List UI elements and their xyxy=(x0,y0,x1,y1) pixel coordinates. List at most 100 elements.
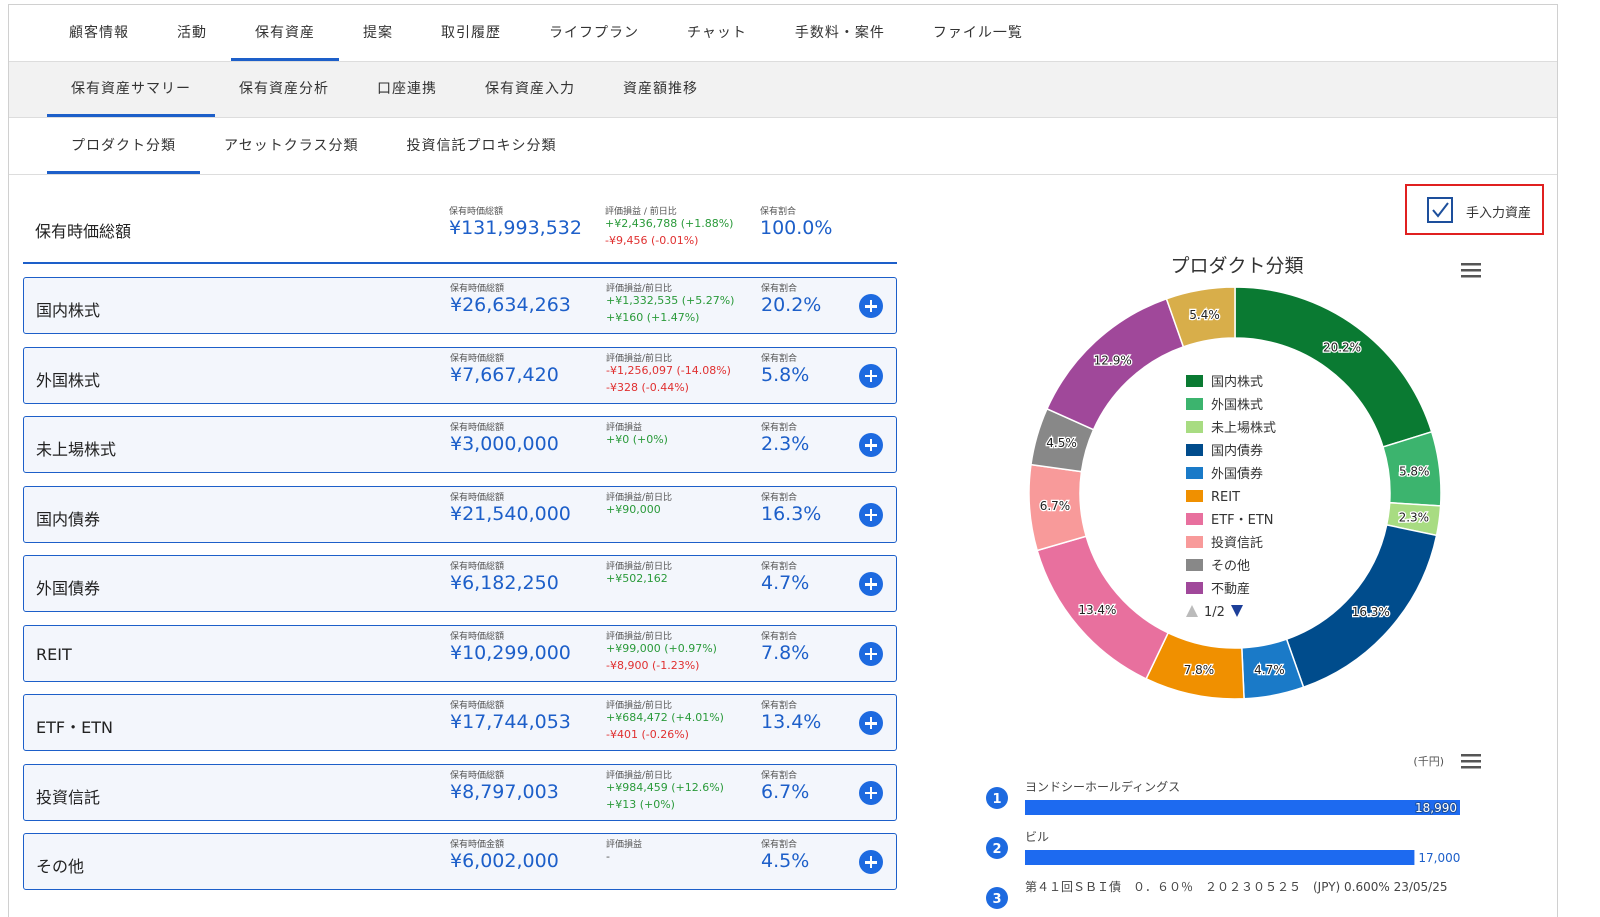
checkbox-label: 手入力資産 xyxy=(1466,206,1532,221)
value-label: 保有時価金額 xyxy=(450,840,505,850)
segment-label: 16.3% xyxy=(1352,605,1390,619)
tab[interactable]: 資産額推移 xyxy=(623,81,698,97)
expand-button[interactable] xyxy=(859,780,883,805)
chart-title: プロダクト分類 xyxy=(1170,255,1303,277)
menu-icon[interactable] xyxy=(1461,263,1481,278)
tab[interactable]: 提案 xyxy=(363,24,393,41)
value: ¥17,744,053 xyxy=(450,711,571,733)
change-label: 評価損益/前日比 xyxy=(606,631,673,642)
asset-row[interactable]: 国内株式 保有時価総額 ¥26,634,263 評価損益/前日比 +¥1,332,535… xyxy=(23,277,897,334)
asset-row[interactable]: 投資信託 保有時価総額 ¥8,797,003 評価損益/前日比 +¥984,459 (+… xyxy=(23,763,897,821)
expand-button[interactable] xyxy=(859,433,883,457)
tab[interactable]: 活動 xyxy=(177,24,207,41)
segment-label: 6.7% xyxy=(1040,499,1071,513)
tab[interactable]: アセットクラス分類 xyxy=(224,137,359,154)
menu-icon[interactable] xyxy=(1461,754,1481,769)
plus-v xyxy=(869,856,873,868)
rank: 2 xyxy=(992,842,1001,857)
expand-button[interactable] xyxy=(859,641,883,666)
share-label: 保有割合 xyxy=(761,492,798,503)
bar-value: 18,990 xyxy=(1415,801,1457,815)
change: -¥401 (-0.26%) xyxy=(606,728,689,741)
tab[interactable]: プロダクト分類 xyxy=(47,118,200,174)
expand-button[interactable] xyxy=(859,711,883,735)
summary: 保有時価総額 保有時価総額 ¥131,993,532 評価損益 / 前日比 +¥2,43… xyxy=(23,195,897,264)
change-label: 評価損益/前日比 xyxy=(606,701,673,711)
change: -¥8,900 (-1.23%) xyxy=(606,658,700,672)
legend-label: REIT xyxy=(1211,490,1240,505)
segment-label: 5.8% xyxy=(1399,465,1430,479)
share-label: 保有割合 xyxy=(761,840,798,850)
value: ¥8,797,003 xyxy=(450,780,559,803)
segment-label: 20.2% xyxy=(1323,341,1361,355)
segment-label: 5.4% xyxy=(1189,308,1220,322)
asset-row[interactable]: ETF・ETN 保有時価総額 ¥17,744,053 評価損益/前日比 +¥684,47… xyxy=(23,694,897,751)
value: ¥131,993,532 xyxy=(449,217,582,239)
asset-row[interactable]: 外国債券 保有時価総額 ¥6,182,250 評価損益/前日比 +¥502,162 保有割… xyxy=(23,555,897,612)
tab[interactable]: 保有資産入力 xyxy=(485,81,575,97)
asset-name: 未上場株式 xyxy=(36,440,117,459)
tab[interactable]: 口座連携 xyxy=(377,81,437,97)
legend-label: 不動産 xyxy=(1211,581,1250,597)
change-label: 評価損益/前日比 xyxy=(606,284,673,294)
share: 13.4% xyxy=(761,711,822,733)
asset-row[interactable]: 国内債券 保有時価総額 ¥21,540,000 評価損益/前日比 +¥90,000 保有割… xyxy=(23,485,897,543)
asset-row[interactable]: REIT 保有時価総額 ¥10,299,000 評価損益/前日比 +¥99,000 (+… xyxy=(23,624,897,682)
change: +¥160 (+1.47%) xyxy=(606,311,700,324)
expand-button[interactable] xyxy=(859,850,883,874)
plus-v xyxy=(869,578,873,590)
expand-button[interactable] xyxy=(859,363,883,388)
tab[interactable]: チャット xyxy=(687,24,747,41)
legend-swatch xyxy=(1186,513,1203,525)
checkbox[interactable] xyxy=(1427,197,1455,223)
asset-row[interactable]: その他 保有時価金額 ¥6,002,000 評価損益 - 保有割合 4.5% xyxy=(23,833,897,890)
legend-label: その他 xyxy=(1211,559,1250,574)
value: ¥21,540,000 xyxy=(450,502,571,525)
bar-category: ヨンドシーホールディングス xyxy=(1025,779,1180,794)
asset-name: ETF・ETN xyxy=(36,718,113,737)
value: ¥3,000,000 xyxy=(450,433,559,455)
legend-swatch xyxy=(1186,582,1203,594)
legend-swatch xyxy=(1186,467,1203,479)
asset-row[interactable]: 外国株式 保有時価総額 ¥7,667,420 評価損益/前日比 -¥1,256,097 … xyxy=(23,346,897,404)
share-label: 保有割合 xyxy=(760,207,797,217)
change: +¥1,332,535 (+5.27%) xyxy=(606,294,735,307)
tab[interactable]: ライフプラン xyxy=(549,24,639,41)
change: -¥9,456 (-0.01%) xyxy=(605,234,699,247)
legend-next[interactable] xyxy=(1231,605,1243,617)
segment-label: 4.7% xyxy=(1254,663,1285,677)
change: +¥0 (+0%) xyxy=(606,433,668,446)
change: -¥1,256,097 (-14.08%) xyxy=(606,363,731,377)
legend-page: 1/2 xyxy=(1204,605,1225,620)
tab[interactable]: 保有資産分析 xyxy=(239,81,329,97)
tab[interactable]: 保有資産 xyxy=(231,5,339,61)
tab[interactable]: 投資信託プロキシ分類 xyxy=(406,137,557,154)
asset-row[interactable]: 未上場株式 保有時価総額 ¥3,000,000 評価損益 +¥0 (+0%) 保有割合 2.… xyxy=(23,416,897,473)
change: +¥2,436,788 (+1.88%) xyxy=(605,217,734,230)
tab[interactable]: 顧客情報 xyxy=(69,24,129,41)
change-label: 評価損益 xyxy=(606,423,643,433)
tab[interactable]: 保有資産サマリー xyxy=(47,62,215,117)
expand-button[interactable] xyxy=(859,294,883,318)
main-tabs: 顧客情報 活動 保有資産 提案 取引履歴 ライフプラン チャット 手数料・案件 ファイル一覧 xyxy=(9,5,1557,62)
value-label: 保有時価総額 xyxy=(450,284,505,294)
expand-button[interactable] xyxy=(859,572,883,596)
share: 16.3% xyxy=(761,502,822,525)
tab[interactable]: ファイル一覧 xyxy=(932,24,1023,41)
asset-name: 投資信託 xyxy=(36,787,101,807)
tab[interactable]: 手数料・案件 xyxy=(794,24,885,41)
legend-swatch xyxy=(1186,398,1203,410)
asset-name: REIT xyxy=(36,644,72,664)
donut-segment xyxy=(1165,286,1236,348)
segment-label: 13.4% xyxy=(1078,603,1116,617)
plus-v xyxy=(869,647,873,660)
change-label: 評価損益 / 前日比 xyxy=(605,207,677,217)
tab[interactable]: 取引履歴 xyxy=(441,24,501,41)
legend-label: 未上場株式 xyxy=(1211,421,1276,436)
value-label: 保有時価総額 xyxy=(449,207,504,217)
legend-label: ETF・ETN xyxy=(1211,513,1274,528)
share-label: 保有割合 xyxy=(761,353,798,364)
change-label: 評価損益/前日比 xyxy=(606,770,673,781)
expand-button[interactable] xyxy=(859,502,883,527)
share-label: 保有割合 xyxy=(761,562,798,572)
